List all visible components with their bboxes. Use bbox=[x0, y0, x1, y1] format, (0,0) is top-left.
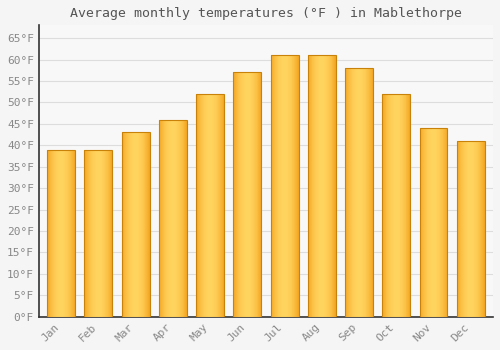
Bar bbox=[420, 128, 448, 317]
Bar bbox=[84, 149, 112, 317]
Bar bbox=[308, 55, 336, 317]
Bar bbox=[345, 68, 373, 317]
Bar bbox=[457, 141, 484, 317]
Bar bbox=[159, 120, 187, 317]
Title: Average monthly temperatures (°F ) in Mablethorpe: Average monthly temperatures (°F ) in Ma… bbox=[70, 7, 462, 20]
Bar bbox=[234, 72, 262, 317]
Bar bbox=[270, 55, 298, 317]
Bar bbox=[47, 149, 75, 317]
Bar bbox=[122, 132, 150, 317]
Bar bbox=[196, 94, 224, 317]
Bar bbox=[382, 94, 410, 317]
